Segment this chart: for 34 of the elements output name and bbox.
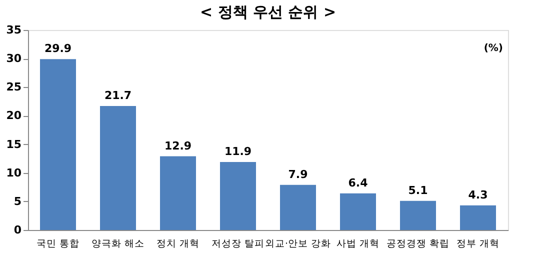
bar [40, 59, 76, 230]
bar [340, 193, 376, 230]
data-label: 12.9 [164, 139, 192, 152]
x-tick-label: 양극화 해소 [91, 238, 145, 250]
y-tick-label: 20 [6, 109, 22, 122]
x-tick-label: 정부 개혁 [456, 238, 500, 250]
bar [400, 200, 436, 230]
data-label: 7.9 [288, 168, 308, 181]
y-tick-label: 30 [6, 52, 22, 66]
data-label: 5.1 [408, 184, 428, 197]
bar [160, 156, 196, 230]
chart-title: < 정책 우선 순위 > [200, 3, 336, 21]
annotation: (%) [484, 43, 503, 54]
y-tick-label: 35 [6, 24, 22, 36]
bar [280, 184, 316, 230]
data-label: 29.9 [44, 42, 72, 56]
x-tick-label: 국민 통합 [36, 238, 80, 250]
bar [460, 205, 496, 230]
y-tick-label: 10 [6, 166, 22, 180]
x-tick-label: 정치 개혁 [156, 238, 200, 250]
data-label: 11.9 [224, 145, 252, 158]
y-tick-label: 5 [14, 194, 22, 208]
data-label: 21.7 [104, 89, 132, 102]
data-label: 4.3 [468, 188, 488, 202]
y-tick-label: 15 [6, 138, 22, 151]
y-tick-label: 0 [14, 224, 22, 236]
y-tick-label: 25 [6, 80, 22, 94]
bar [220, 162, 256, 230]
x-tick-label: 저성장 탈피 [211, 238, 265, 250]
x-tick-label: 외교·안보 강화 [264, 238, 332, 250]
x-tick-label: 사법 개혁 [336, 238, 380, 250]
data-label: 6.4 [348, 176, 368, 190]
bar [100, 106, 136, 230]
x-tick-label: 공정경쟁 확립 [386, 238, 450, 250]
